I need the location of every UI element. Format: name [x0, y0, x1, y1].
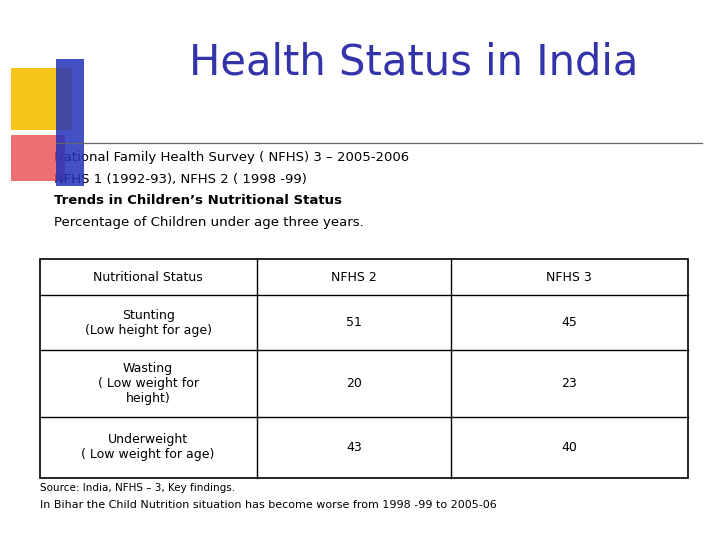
Text: NFHS 2: NFHS 2: [331, 271, 377, 284]
Text: 51: 51: [346, 316, 362, 329]
Text: NFHS 1 (1992-93), NFHS 2 ( 1998 -99): NFHS 1 (1992-93), NFHS 2 ( 1998 -99): [54, 173, 307, 186]
Text: Nutritional Status: Nutritional Status: [94, 271, 203, 284]
Text: NFHS 3: NFHS 3: [546, 271, 593, 284]
Text: Source: India, NFHS – 3, Key findings.: Source: India, NFHS – 3, Key findings.: [40, 483, 235, 494]
Text: Wasting
( Low weight for
height): Wasting ( Low weight for height): [98, 362, 199, 405]
Text: Percentage of Children under age three years.: Percentage of Children under age three y…: [54, 216, 364, 229]
Text: Underweight
( Low weight for age): Underweight ( Low weight for age): [81, 433, 215, 461]
Text: 43: 43: [346, 441, 361, 454]
Text: 40: 40: [562, 441, 577, 454]
Text: In Bihar the Child Nutrition situation has become worse from 1998 -99 to 2005-06: In Bihar the Child Nutrition situation h…: [40, 500, 496, 510]
Text: Health Status in India: Health Status in India: [189, 41, 639, 83]
Text: 20: 20: [346, 377, 362, 390]
Text: Trends in Children’s Nutritional Status: Trends in Children’s Nutritional Status: [54, 194, 342, 207]
Text: Stunting
(Low height for age): Stunting (Low height for age): [85, 309, 212, 336]
Text: 23: 23: [562, 377, 577, 390]
Text: National Family Health Survey ( NFHS) 3 – 2005-2006: National Family Health Survey ( NFHS) 3 …: [54, 151, 409, 164]
Text: 45: 45: [562, 316, 577, 329]
